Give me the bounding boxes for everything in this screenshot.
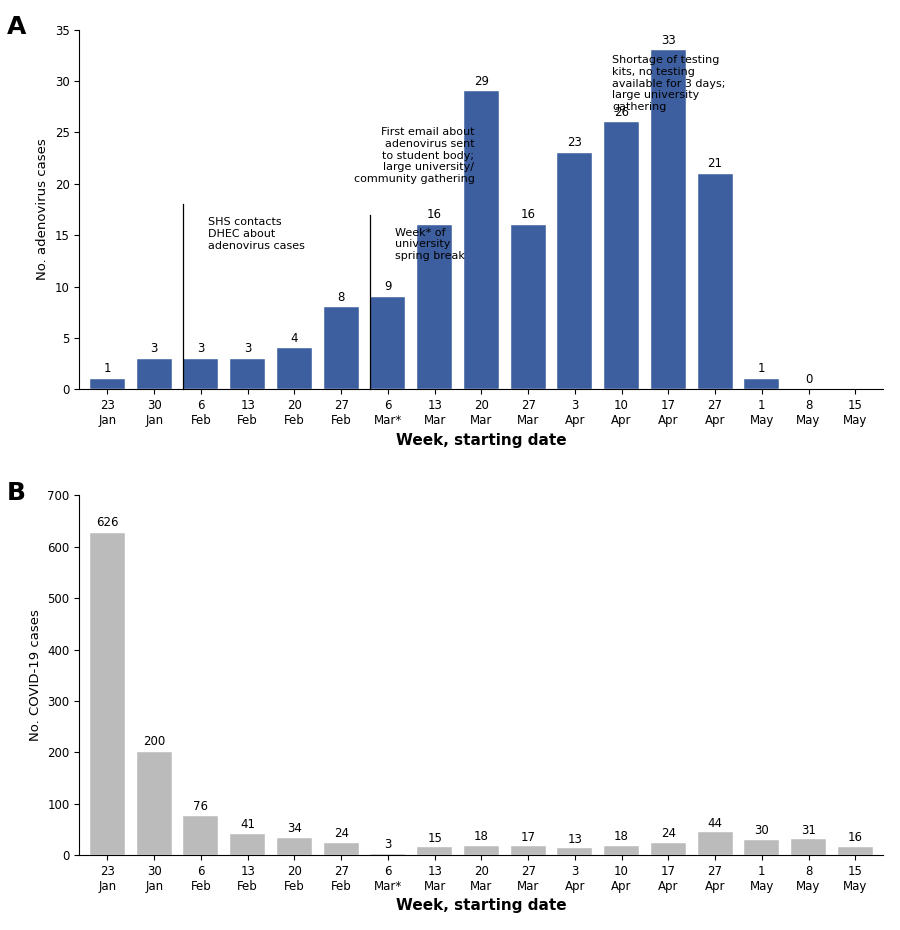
Text: 1: 1 (104, 363, 112, 376)
Bar (184, 816, 219, 855)
Text: 16: 16 (520, 208, 536, 221)
Y-axis label: No. COVID-19 cases: No. COVID-19 cases (29, 609, 42, 741)
Bar (651, 843, 686, 855)
Bar (744, 379, 779, 390)
Bar (184, 359, 219, 390)
Text: Shortage of testing
kits, no testing
available for 3 days;
large university
gath: Shortage of testing kits, no testing ava… (612, 56, 725, 112)
Bar (90, 379, 125, 390)
Bar (698, 832, 733, 855)
Bar (698, 174, 733, 390)
Bar (324, 307, 359, 390)
Bar (838, 847, 873, 855)
Bar (230, 359, 266, 390)
X-axis label: Week, starting date: Week, starting date (396, 432, 567, 447)
Text: 3: 3 (150, 342, 158, 355)
Bar (557, 848, 592, 855)
Text: 3: 3 (197, 342, 204, 355)
Bar (604, 845, 639, 855)
Bar (510, 225, 545, 390)
Text: 33: 33 (661, 33, 676, 46)
Text: 29: 29 (474, 74, 489, 87)
Bar (277, 838, 312, 855)
Text: 24: 24 (661, 827, 676, 840)
Text: 17: 17 (520, 830, 536, 844)
Text: 4: 4 (291, 332, 298, 345)
Text: 18: 18 (474, 830, 489, 844)
Bar (417, 225, 452, 390)
Text: 24: 24 (334, 827, 348, 840)
Bar (464, 91, 499, 390)
Text: 15: 15 (428, 831, 442, 844)
Y-axis label: No. adenovirus cases: No. adenovirus cases (36, 139, 50, 281)
X-axis label: Week, starting date: Week, starting date (396, 898, 567, 913)
Bar (277, 348, 312, 390)
Text: SHS contacts
DHEC about
adenovirus cases: SHS contacts DHEC about adenovirus cases (208, 218, 305, 250)
Text: 16: 16 (428, 208, 442, 221)
Bar (137, 752, 172, 855)
Bar (371, 297, 405, 390)
Text: 18: 18 (614, 830, 629, 844)
Text: B: B (7, 481, 26, 505)
Text: 26: 26 (614, 106, 629, 119)
Bar (417, 847, 452, 855)
Text: 44: 44 (707, 817, 723, 830)
Text: 3: 3 (244, 342, 251, 355)
Bar (510, 846, 545, 855)
Text: 8: 8 (338, 290, 345, 303)
Bar (464, 845, 499, 855)
Bar (557, 153, 592, 390)
Bar (371, 854, 405, 855)
Bar (230, 834, 266, 855)
Text: 34: 34 (287, 822, 302, 835)
Bar (90, 534, 125, 855)
Text: 0: 0 (805, 373, 812, 386)
Bar (791, 839, 826, 855)
Text: 23: 23 (567, 137, 582, 150)
Bar (604, 122, 639, 390)
Text: 76: 76 (194, 801, 209, 814)
Bar (324, 843, 359, 855)
Bar (651, 50, 686, 390)
Text: First email about
adenovirus sent
to student body;
large university/
community g: First email about adenovirus sent to stu… (354, 127, 474, 184)
Text: 30: 30 (754, 824, 770, 837)
Text: 31: 31 (801, 824, 816, 837)
Text: 21: 21 (707, 157, 723, 170)
Text: Week* of
university
spring break: Week* of university spring break (395, 228, 464, 261)
Bar (744, 840, 779, 855)
Text: A: A (7, 15, 26, 39)
Text: 16: 16 (848, 831, 863, 844)
Text: 3: 3 (384, 838, 392, 851)
Text: 1: 1 (758, 363, 766, 376)
Bar (137, 359, 172, 390)
Text: 626: 626 (96, 516, 119, 529)
Text: 200: 200 (143, 736, 166, 748)
Text: 41: 41 (240, 818, 256, 831)
Text: 9: 9 (384, 280, 392, 293)
Text: 13: 13 (567, 832, 582, 845)
